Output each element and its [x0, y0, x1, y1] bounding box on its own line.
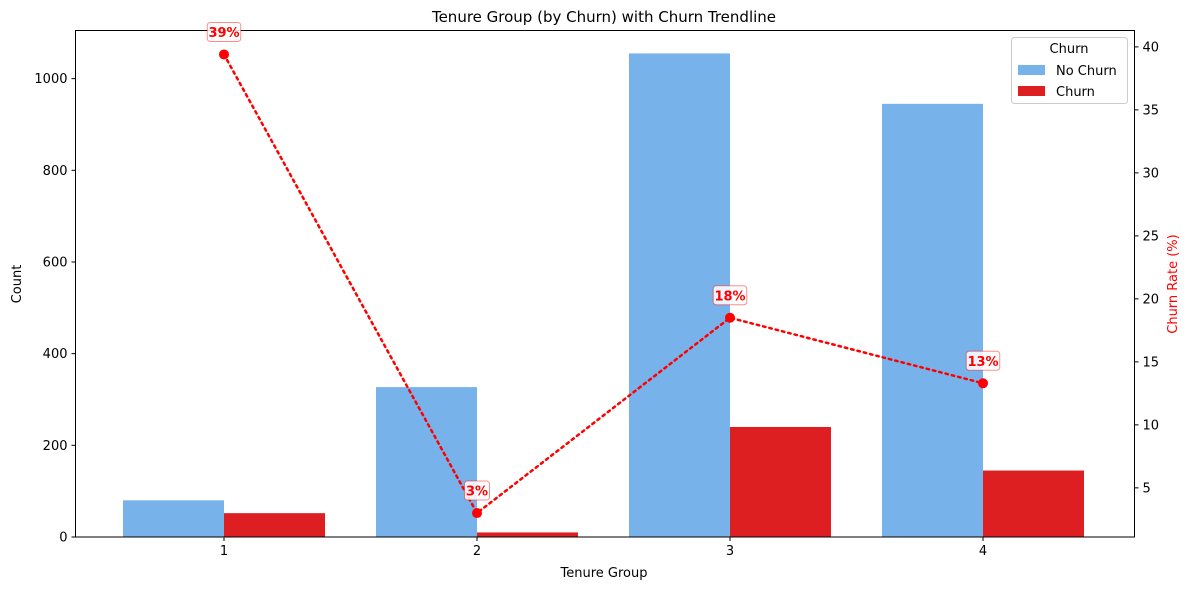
- churn-rate-point-3: [725, 312, 735, 323]
- bar-churn-4: [983, 470, 1084, 537]
- churn-rate-point-2: [472, 508, 482, 519]
- y2-tick-label-10: 10: [1143, 418, 1160, 433]
- annotation-box-1: [206, 21, 242, 42]
- bar-no-churn-1: [123, 500, 224, 537]
- churn-rate-point-4: [978, 378, 988, 389]
- legend-label-no-churn: No Churn: [1056, 64, 1117, 79]
- x-tick-label-4: 4: [979, 544, 987, 559]
- legend-swatch-no-churn: [1018, 65, 1045, 75]
- annotation-box-3: [712, 285, 748, 306]
- y-tick-label-800: 800: [43, 164, 68, 179]
- annotation-label-2: 3%: [466, 485, 488, 500]
- y2-tick-label-30: 30: [1143, 166, 1160, 181]
- y2-tick-label-20: 20: [1143, 292, 1160, 307]
- x-axis: 1 2 3 4: [220, 537, 987, 559]
- y2-tick-label-15: 15: [1143, 355, 1160, 370]
- y2-tick-label-25: 25: [1143, 229, 1160, 244]
- y-tick-label-1000: 1000: [34, 72, 67, 87]
- bar-no-churn-4: [882, 103, 983, 538]
- churn-rate-point-1: [219, 49, 229, 60]
- y-axis-title: Count: [10, 265, 25, 304]
- bar-churn-3: [730, 426, 831, 537]
- y2-tick-label-5: 5: [1143, 481, 1151, 496]
- chart-title: Tenure Group (by Churn) with Churn Trend…: [431, 8, 776, 26]
- x-tick-label-1: 1: [220, 544, 228, 559]
- bar-no-churn-2: [376, 387, 477, 537]
- y-tick-label-600: 600: [43, 255, 68, 270]
- y-axis-right: 5 10 15 20 25 30 35 40: [1134, 40, 1160, 496]
- bar-churn-2: [477, 532, 578, 537]
- y2-tick-label-40: 40: [1143, 40, 1160, 55]
- bar-no-churn-3: [629, 53, 730, 538]
- legend-title: Churn: [1050, 42, 1089, 57]
- annotation-box-2: [464, 480, 490, 501]
- y-tick-label-0: 0: [59, 531, 67, 546]
- annotation-box-4: [965, 350, 1001, 371]
- legend-swatch-churn: [1018, 86, 1045, 96]
- bar-churn-1: [224, 513, 325, 537]
- y-tick-label-200: 200: [43, 439, 68, 454]
- annotation-label-4: 13%: [967, 355, 998, 370]
- y2-tick-label-35: 35: [1143, 103, 1160, 118]
- bars-layer: [123, 53, 1084, 538]
- x-tick-label-3: 3: [726, 544, 734, 559]
- annotations-layer: 39% 3% 18% 13%: [206, 21, 1001, 501]
- legend: Churn No Churn Churn: [1011, 37, 1128, 104]
- annotation-label-3: 18%: [714, 289, 745, 304]
- churn-rate-trendline: [222, 53, 985, 515]
- annotation-label-1: 39%: [208, 26, 239, 41]
- x-axis-title: Tenure Group: [560, 566, 648, 581]
- y2-axis-title: Churn Rate (%): [1166, 234, 1181, 333]
- trendline-layer: [219, 49, 988, 519]
- plot-frame: [75, 30, 1135, 538]
- y-axis-left: 0 200 400 600 800 1000: [34, 72, 76, 546]
- legend-label-churn: Churn: [1056, 85, 1095, 100]
- x-tick-label-2: 2: [473, 544, 481, 559]
- y-tick-label-400: 400: [43, 347, 68, 362]
